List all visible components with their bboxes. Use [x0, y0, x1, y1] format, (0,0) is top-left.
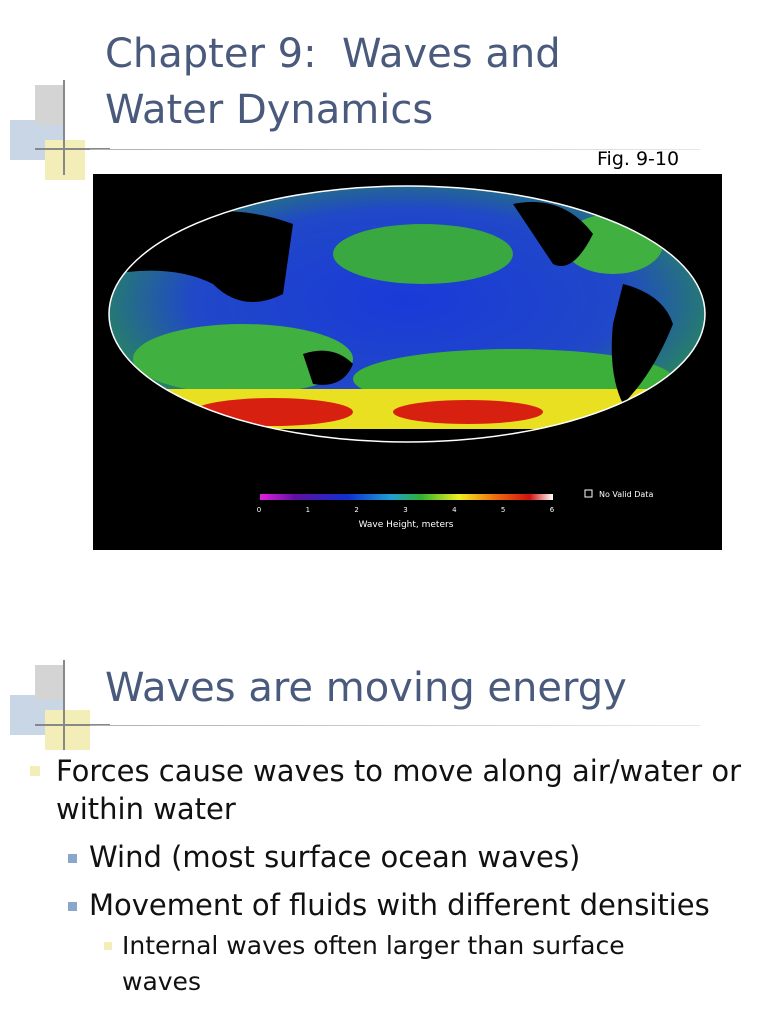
bullet-text: Internal waves often larger than surface… — [122, 931, 625, 996]
color-scale-tick-label: 2 — [354, 506, 358, 514]
color-scale-ticks: 0 1 2 3 4 5 6 — [257, 506, 555, 514]
no-data-swatch — [584, 489, 593, 498]
slide-title: Chapter 9: Waves and Water Dynamics — [105, 31, 574, 133]
globe-outline — [108, 185, 706, 443]
color-scale-tick-label: 4 — [452, 506, 457, 514]
land — [513, 202, 593, 266]
bullet-item: Forces cause waves to move along air/wat… — [30, 752, 750, 828]
swell-zone — [133, 324, 353, 394]
ornament-block — [35, 85, 65, 125]
title-ornament — [10, 660, 110, 750]
color-scale-tick-label: 5 — [501, 506, 505, 514]
title-ornament — [10, 80, 110, 180]
land — [611, 284, 673, 404]
color-scale-tick-label: 1 — [306, 506, 310, 514]
bullet-text: Wind (most surface ocean waves) — [89, 840, 581, 874]
ornament-block — [45, 710, 90, 750]
bullet-item: Movement of fluids with different densit… — [68, 886, 750, 924]
color-scale-tick-label: 6 — [550, 506, 555, 514]
land — [303, 350, 353, 385]
title-rule — [90, 149, 700, 150]
bullet-marker — [104, 942, 112, 950]
bullet-marker — [30, 766, 40, 776]
color-scale-tick-label: 0 — [257, 506, 261, 514]
no-data-label: No Valid Data — [599, 490, 653, 499]
bullet-marker — [68, 902, 77, 911]
bullet-text: Movement of fluids with different densit… — [89, 888, 710, 922]
ornament-block — [35, 665, 65, 700]
title-rule — [90, 725, 700, 726]
wave-height-map: No Valid Data 0 1 2 3 4 5 6 Wave Height, meter… — [93, 174, 722, 550]
figure-caption: Fig. 9-10 — [597, 148, 680, 170]
bullet-item: Wind (most surface ocean waves) — [68, 838, 750, 876]
color-scale — [260, 494, 553, 500]
bullet-text: Forces cause waves to move along air/wat… — [56, 754, 742, 826]
swell-zone — [333, 224, 513, 284]
color-scale-label: Wave Height, meters — [359, 520, 454, 530]
bullet-item: Internal waves often larger than surface… — [104, 928, 664, 1000]
bullet-marker — [68, 854, 77, 863]
color-scale-tick-label: 3 — [403, 506, 407, 514]
bullet-list: Forces cause waves to move along air/wat… — [30, 752, 750, 1000]
slide-title: Waves are moving energy — [105, 665, 627, 711]
storm-zone — [393, 400, 543, 424]
